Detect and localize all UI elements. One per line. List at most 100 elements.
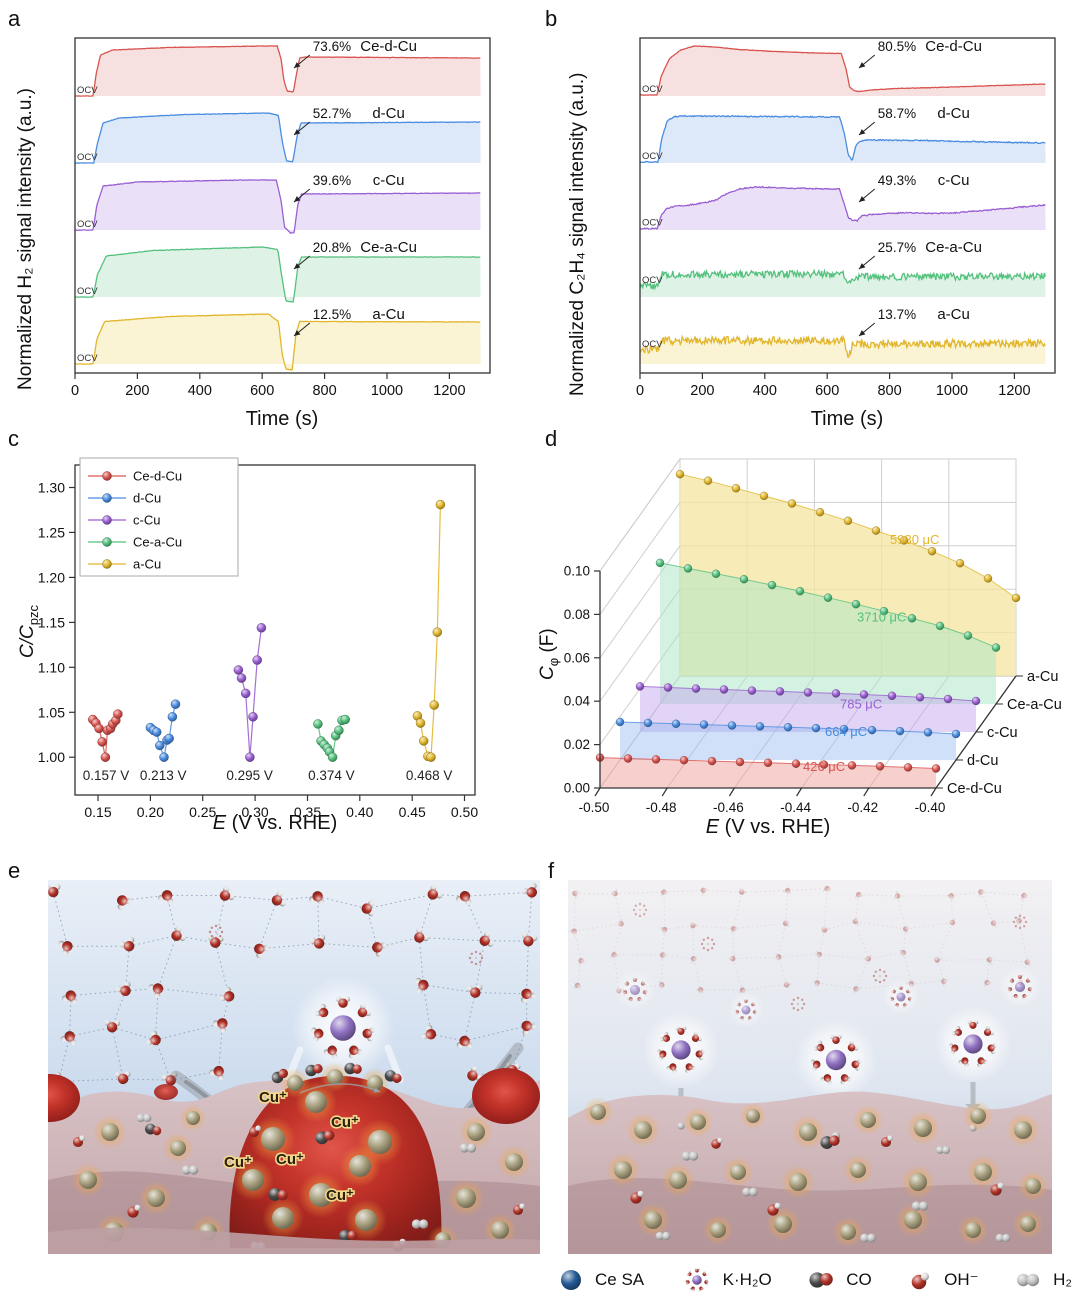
panel-label-c: c <box>8 426 19 451</box>
panel-b-ylabel: Normalized C₂H₄ signal intensity (a.u.) <box>567 72 588 396</box>
svg-text:0.04: 0.04 <box>564 694 591 709</box>
svg-text:c-Cu: c-Cu <box>987 725 1018 741</box>
svg-text:Ce-d-Cu: Ce-d-Cu <box>925 38 982 55</box>
c-xlabel-e: E <box>212 812 227 834</box>
svg-text:0.10: 0.10 <box>564 564 590 579</box>
panel-d-plot: 5930 μC 3710 μC 785 μC 664 μC 426 μC 0.00 0.02… <box>564 457 1062 815</box>
k-h2o-icon <box>677 1262 716 1298</box>
c-ylabel-sub: pzc <box>25 605 41 626</box>
legend-item-oh: OH⁻ <box>905 1264 979 1296</box>
svg-text:3710 μC: 3710 μC <box>857 610 906 625</box>
svg-text:1000: 1000 <box>371 383 403 399</box>
panel-c-ylabel: C/Cpzc <box>16 605 41 658</box>
svg-text:d-Cu: d-Cu <box>133 491 161 506</box>
svg-text:426 μC: 426 μC <box>803 759 845 774</box>
svg-text:c-Cu: c-Cu <box>938 172 970 189</box>
svg-text:a-Cu: a-Cu <box>372 306 405 323</box>
svg-text:0.02: 0.02 <box>564 737 590 752</box>
molecule-legend: Ce SA K·H₂O CO OH⁻ H₂ <box>552 1256 1076 1304</box>
svg-text:1.00: 1.00 <box>38 749 65 765</box>
svg-text:58.7%: 58.7% <box>878 106 916 121</box>
panel-label-f: f <box>548 858 555 883</box>
d-ylabel-sub: φ <box>545 657 561 667</box>
svg-text:-0.40: -0.40 <box>915 800 946 815</box>
svg-text:12.5%: 12.5% <box>313 307 351 322</box>
panel-d-ylabel: Cφ (F) <box>536 628 561 680</box>
svg-text:52.7%: 52.7% <box>313 106 351 121</box>
svg-text:OCV: OCV <box>642 275 663 286</box>
svg-text:d-Cu: d-Cu <box>937 105 970 122</box>
legend-label: OH⁻ <box>944 1270 979 1289</box>
svg-text:-0.42: -0.42 <box>847 800 878 815</box>
legend-label: H₂ <box>1053 1270 1072 1289</box>
svg-text:1200: 1200 <box>433 383 465 399</box>
svg-text:1.15: 1.15 <box>38 614 65 630</box>
svg-text:400: 400 <box>753 383 777 399</box>
panel-d-xlabel: E (V vs. RHE) <box>658 816 878 839</box>
panel-b-plot: OCV 80.5% Ce-d-Cu OCV 58.7% d-Cu OCV 49.3% c-Cu O… <box>636 37 1056 399</box>
svg-text:Ce-d-Cu: Ce-d-Cu <box>360 38 417 55</box>
legend-label: CO <box>846 1270 872 1289</box>
svg-text:OCV: OCV <box>642 339 663 350</box>
panel-c-plot: 1.00 1.05 1.10 1.15 1.20 1.25 1.30 0.15 0.20 0.25… <box>38 457 478 820</box>
h2-icon <box>1017 1273 1040 1287</box>
svg-text:0.213 V: 0.213 V <box>140 768 187 783</box>
cu-plus-label: Cu⁺ <box>276 1151 304 1168</box>
panel-f-illustration <box>568 880 1052 1254</box>
svg-text:13.7%: 13.7% <box>878 307 916 322</box>
d-ylabel-rest: (F) <box>537 628 558 658</box>
svg-text:d-Cu: d-Cu <box>967 753 998 769</box>
svg-text:Ce-d-Cu: Ce-d-Cu <box>947 781 1002 797</box>
svg-text:a-Cu: a-Cu <box>133 557 161 572</box>
panel-label-b: b <box>545 6 558 31</box>
svg-text:OCV: OCV <box>642 218 663 229</box>
svg-text:80.5%: 80.5% <box>878 39 916 54</box>
svg-text:0.295 V: 0.295 V <box>226 768 273 783</box>
cu-plus-label: Cu⁺ <box>224 1154 252 1171</box>
svg-text:a-Cu: a-Cu <box>937 306 970 323</box>
legend-item-h2: H₂ <box>1012 1264 1072 1296</box>
svg-text:Ce-a-Cu: Ce-a-Cu <box>1007 697 1062 713</box>
svg-text:0.06: 0.06 <box>564 650 590 665</box>
svg-text:OCV: OCV <box>77 219 98 230</box>
svg-text:OCV: OCV <box>77 286 98 297</box>
svg-text:d-Cu: d-Cu <box>372 105 405 122</box>
svg-text:0.25: 0.25 <box>189 804 216 820</box>
svg-text:785 μC: 785 μC <box>840 697 882 712</box>
svg-text:0.00: 0.00 <box>564 781 590 796</box>
svg-text:1000: 1000 <box>936 383 968 399</box>
d-ylabel-main: C <box>537 666 558 680</box>
svg-text:Ce-a-Cu: Ce-a-Cu <box>133 535 182 550</box>
svg-text:1.25: 1.25 <box>38 524 65 540</box>
cu-plus-label: Cu⁺ <box>326 1187 354 1204</box>
d-xlabel-rest: (V vs. RHE) <box>719 816 831 838</box>
svg-text:200: 200 <box>125 383 149 399</box>
svg-text:OCV: OCV <box>77 353 98 364</box>
svg-text:Ce-a-Cu: Ce-a-Cu <box>925 239 982 256</box>
svg-text:0.45: 0.45 <box>399 804 426 820</box>
legend-item-k-h2o: K·H₂O <box>677 1262 772 1298</box>
panel-label-e: e <box>8 858 21 883</box>
panel-e-illustration: Cu⁺ Cu⁺ Cu⁺ Cu⁺ Cu⁺ <box>48 880 540 1254</box>
co-icon <box>809 1272 833 1288</box>
ce-sa-icon <box>561 1270 581 1290</box>
svg-text:0: 0 <box>71 383 79 399</box>
svg-text:1.30: 1.30 <box>38 480 65 496</box>
panel-b-xlabel: Time (s) <box>810 408 884 430</box>
svg-text:c-Cu: c-Cu <box>373 172 405 189</box>
legend-item-co: CO <box>805 1264 872 1296</box>
svg-text:0.468 V: 0.468 V <box>406 768 453 783</box>
svg-text:0.30: 0.30 <box>241 804 268 820</box>
svg-text:39.6%: 39.6% <box>313 173 351 188</box>
svg-text:c-Cu: c-Cu <box>133 513 160 528</box>
svg-text:-0.46: -0.46 <box>713 800 744 815</box>
svg-text:800: 800 <box>312 383 336 399</box>
svg-text:1.05: 1.05 <box>38 704 65 720</box>
svg-text:664 μC: 664 μC <box>825 724 867 739</box>
svg-text:1.10: 1.10 <box>38 659 65 675</box>
svg-text:a-Cu: a-Cu <box>1027 669 1058 685</box>
legend-label: K·H₂O <box>722 1270 772 1289</box>
svg-text:200: 200 <box>690 383 714 399</box>
svg-text:600: 600 <box>815 383 839 399</box>
svg-text:0.20: 0.20 <box>137 804 164 820</box>
